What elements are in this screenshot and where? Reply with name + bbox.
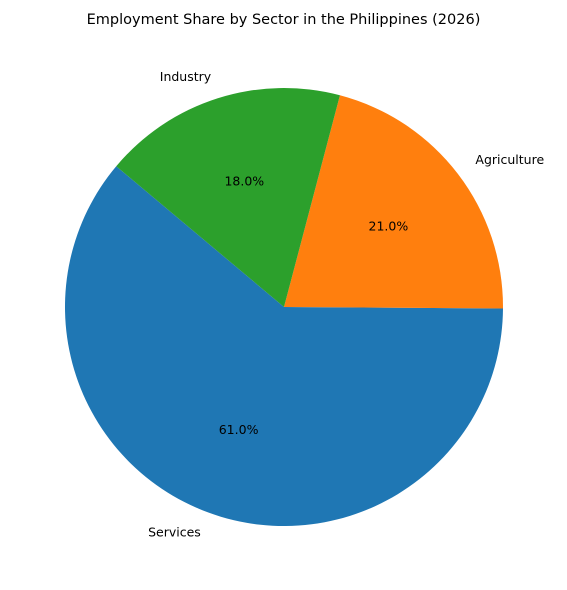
- pie-slices: [64, 88, 503, 527]
- slice-percent-agriculture: 21.0%: [369, 219, 409, 234]
- pie-slice-agriculture: [284, 95, 503, 309]
- slice-label-industry: Industry: [160, 69, 212, 84]
- pie-labels: Services 61.0% Agriculture 21.0% Industry 18.…: [148, 69, 544, 540]
- slice-label-agriculture: Agriculture: [475, 152, 544, 167]
- chart-title: Employment Share by Sector in the Philip…: [87, 12, 481, 28]
- pie-slice-services: [64, 166, 503, 527]
- slice-label-services: Services: [148, 525, 201, 540]
- slice-percent-services: 61.0%: [219, 422, 259, 437]
- slice-percent-industry: 18.0%: [224, 173, 264, 188]
- pie-slice-industry: [116, 88, 340, 308]
